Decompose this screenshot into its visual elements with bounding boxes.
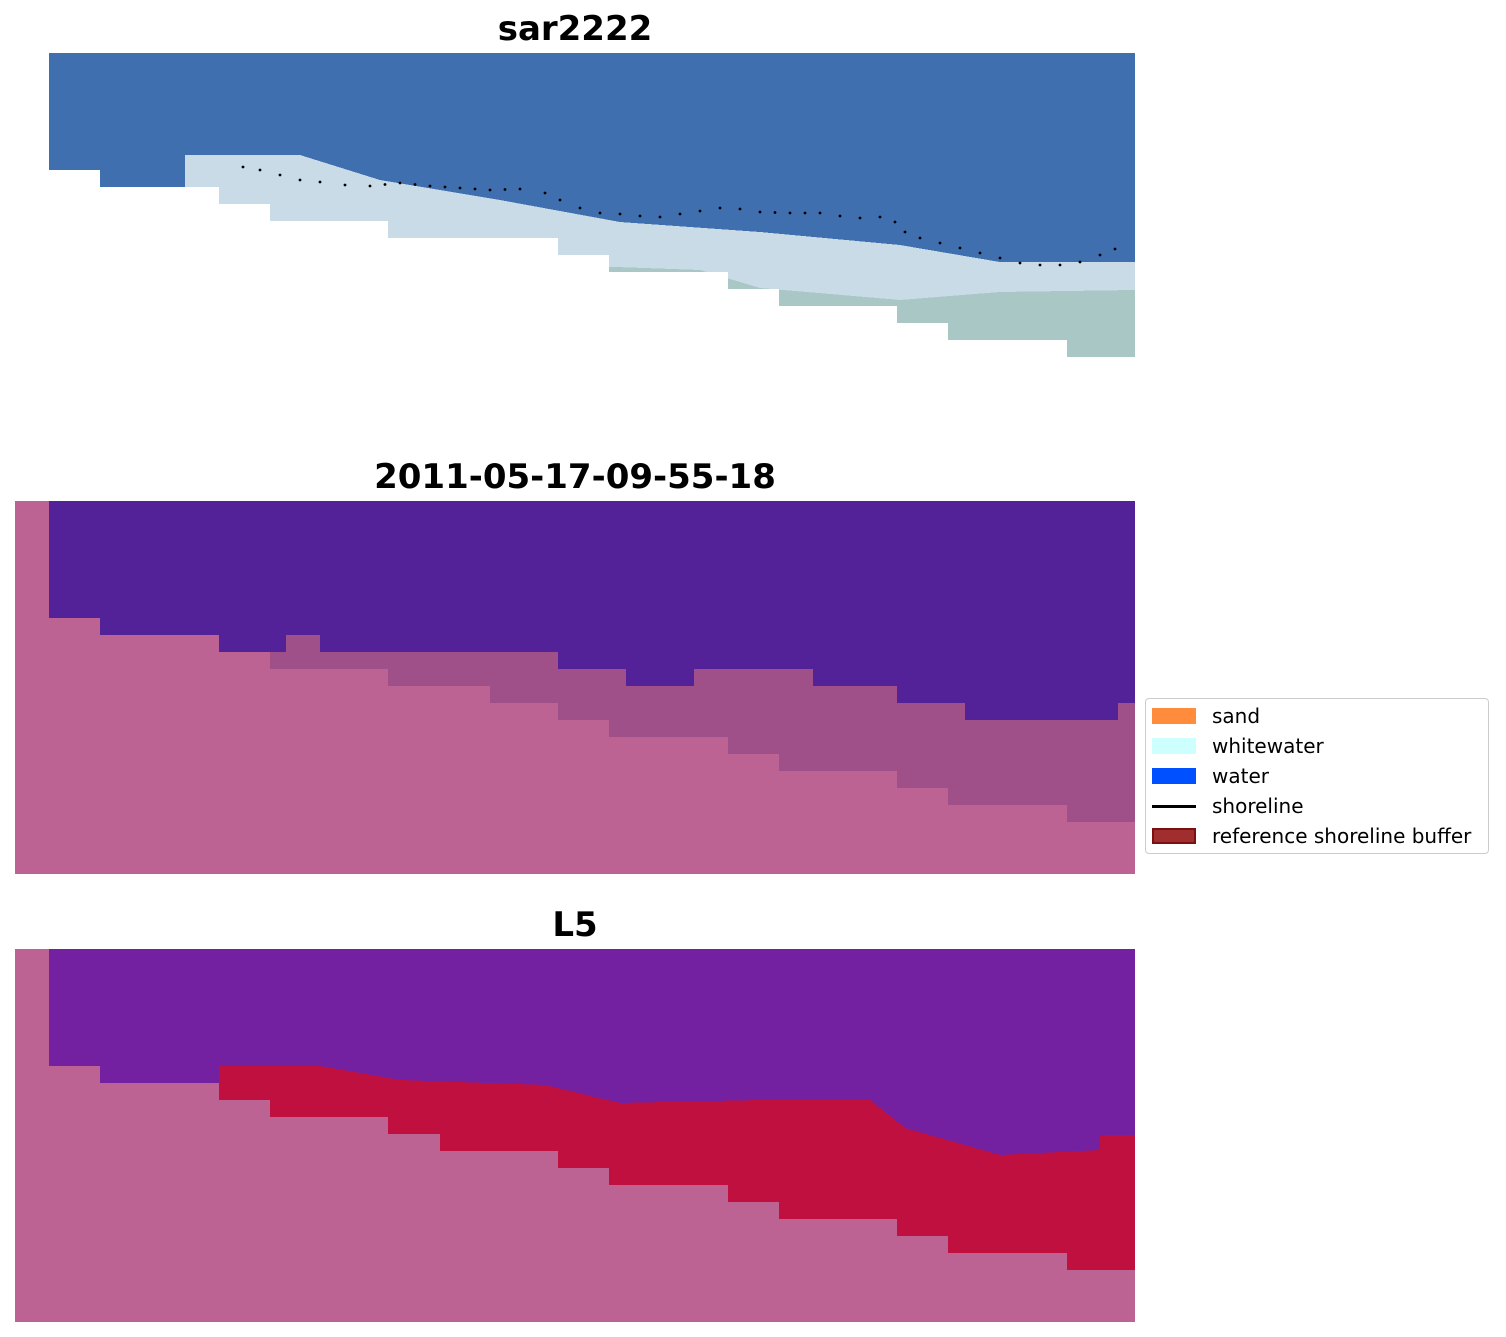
shoreline-dot — [618, 212, 622, 216]
rgb-shoreline — [241, 165, 1117, 267]
shoreline-dot — [678, 212, 682, 216]
shoreline-dot — [1098, 253, 1102, 257]
legend-label: reference shoreline buffer — [1212, 824, 1472, 848]
panel-title-rgb: sar2222 — [497, 9, 653, 49]
shoreline-dot — [1018, 261, 1022, 265]
legend-item-sand: sand — [1152, 704, 1260, 728]
index-image-panel — [15, 949, 1135, 1322]
shoreline-dot — [803, 211, 807, 215]
shoreline-dot — [413, 183, 417, 186]
shoreline-line-swatch — [1152, 804, 1196, 808]
shoreline-dot — [918, 236, 922, 240]
shoreline-dot — [758, 210, 762, 214]
rgb-image-panel — [15, 53, 1135, 375]
shoreline-dot — [1113, 247, 1117, 251]
shoreline-dot — [443, 185, 447, 189]
shoreline-dot — [598, 211, 602, 215]
shoreline-dot — [893, 220, 897, 224]
legend-label: water — [1212, 764, 1269, 788]
shoreline-dot — [1058, 263, 1062, 267]
shoreline-dot — [718, 206, 722, 210]
legend-item-whitewater: whitewater — [1152, 734, 1324, 758]
shoreline-dot — [503, 188, 507, 191]
shoreline-dot — [368, 184, 372, 188]
shoreline-dot — [1078, 260, 1082, 264]
shoreline-dot — [773, 211, 777, 214]
rgb-nodata-area — [15, 170, 1135, 375]
shoreline-dot — [578, 206, 582, 210]
shoreline-dot — [838, 214, 842, 218]
shoreline-dot — [938, 241, 942, 245]
rgb-image — [15, 53, 1135, 375]
shoreline-dot — [858, 216, 862, 220]
shoreline-dot — [488, 188, 492, 192]
panel-title-classified: 2011-05-17-09-55-18 — [374, 457, 776, 497]
legend-item-shoreline: shoreline — [1152, 794, 1304, 818]
shoreline-dot — [698, 209, 702, 213]
shoreline-dot — [958, 246, 962, 250]
index-image — [15, 949, 1135, 1322]
shoreline-dot — [398, 181, 402, 185]
index-high-band — [219, 1066, 1135, 1270]
classified-image — [15, 501, 1135, 874]
shoreline-dot — [558, 198, 562, 202]
shoreline-dot — [258, 168, 262, 172]
shoreline-dot — [343, 183, 347, 187]
class-transition-band — [270, 635, 1135, 822]
shoreline-dot — [1038, 263, 1042, 267]
shoreline-dot — [638, 214, 642, 218]
rgb-nodata-left — [15, 53, 49, 375]
legend-item-reference-buffer: reference shoreline buffer — [1152, 824, 1471, 848]
legend-label: whitewater — [1212, 734, 1324, 758]
shoreline-dot — [278, 173, 282, 177]
index-water-area — [49, 949, 1135, 1155]
shoreline-dot — [298, 178, 302, 182]
sand-swatch — [1152, 708, 1196, 724]
shoreline-dot — [318, 180, 322, 184]
panel-title-index: L5 — [552, 905, 598, 945]
shoreline-dot — [518, 187, 522, 191]
shoreline-dot — [458, 186, 462, 190]
shoreline-dot — [428, 184, 432, 188]
water-swatch — [1152, 768, 1196, 784]
shoreline-dot — [788, 211, 792, 215]
shoreline-dot — [903, 230, 907, 234]
shoreline-dot — [543, 191, 547, 195]
shoreline-dot — [473, 187, 477, 191]
shoreline-dot — [998, 256, 1002, 260]
legend: sand whitewater water shoreline referenc… — [1145, 698, 1489, 854]
classified-image-panel — [15, 501, 1135, 874]
shoreline-dot — [818, 211, 822, 215]
shoreline-dot — [878, 215, 882, 219]
class-water-area — [49, 501, 1135, 720]
shoreline-dot — [241, 165, 245, 169]
whitewater-swatch — [1152, 738, 1196, 754]
legend-item-water: water — [1152, 764, 1269, 788]
shoreline-dot — [658, 215, 662, 219]
shoreline-dot — [978, 251, 982, 255]
shoreline-dot — [738, 207, 742, 211]
reference-buffer-swatch — [1152, 828, 1196, 844]
legend-label: shoreline — [1212, 794, 1304, 818]
legend-label: sand — [1212, 704, 1261, 728]
shoreline-dot — [383, 183, 387, 186]
